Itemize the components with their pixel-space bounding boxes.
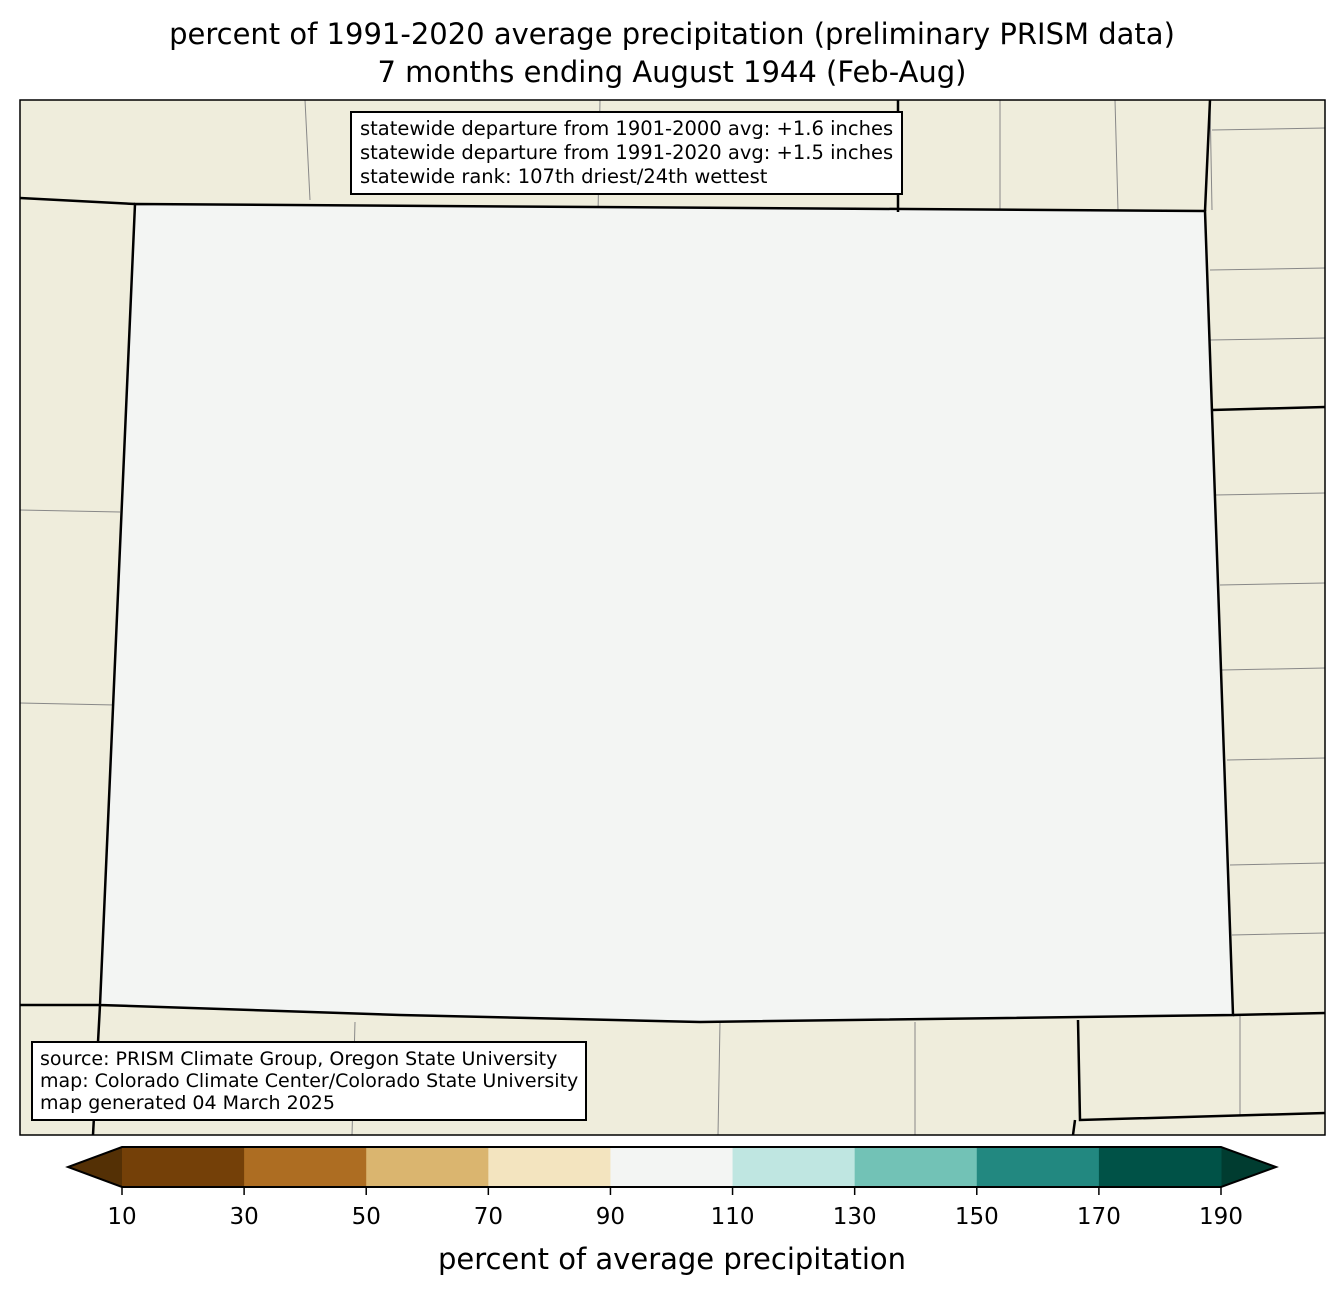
colorbar-extend-over [1221,1147,1276,1187]
source-line: source: PRISM Climate Group, Oregon Stat… [40,1048,558,1070]
state-borders [19,99,1326,1136]
colorbar-segment [732,1147,856,1187]
colorbar-segment [122,1147,245,1187]
colorbar-tick-label: 170 [1076,1204,1121,1230]
colorbar-tick-label: 90 [595,1204,626,1230]
map-frame [19,99,1326,1136]
colorbar-segment [1098,1147,1222,1187]
colorbar [65,1146,1279,1195]
colorbar-tick-label: 70 [473,1204,503,1230]
source-box: source: PRISM Climate Group, Oregon Stat… [31,1041,588,1121]
colorbar-tick-label: 110 [710,1204,755,1230]
stats-rank: statewide rank: 107th driest/24th wettes… [360,165,768,188]
colorbar-tick-label: 10 [107,1204,137,1230]
map-credit-line: map: Colorado Climate Center/Colorado St… [40,1070,579,1092]
colorbar-label: percent of average precipitation [437,1242,907,1276]
map-title-line1: percent of 1991-2020 average precipitati… [169,17,1175,51]
statewide-stats-box: statewide departure from 1901-2000 avg: … [350,111,904,195]
stats-departure-1991-2020: statewide departure from 1991-2020 avg: … [360,141,894,164]
colorbar-segment [610,1147,734,1187]
colorbar-segment [854,1147,978,1187]
colorbar-tick-label: 190 [1199,1204,1243,1230]
colorbar-segment [244,1147,367,1187]
map-title-line2: 7 months ending August 1944 (Feb-Aug) [377,55,967,89]
colorbar-extend-under [68,1147,122,1187]
colorbar-tick-label: 30 [229,1204,259,1230]
colorbar-segment [488,1147,611,1187]
colorbar-tick-label: 50 [351,1204,381,1230]
colorbar-tick-label: 130 [832,1204,877,1230]
colorbar-segment [366,1147,489,1187]
colorbar-tick-label: 150 [954,1204,999,1230]
generated-date-line: map generated 04 March 2025 [40,1092,335,1114]
colorbar-segment [976,1147,1100,1187]
neighbor-state-lines [19,99,1326,1136]
stats-departure-1901-2000: statewide departure from 1901-2000 avg: … [360,117,894,140]
